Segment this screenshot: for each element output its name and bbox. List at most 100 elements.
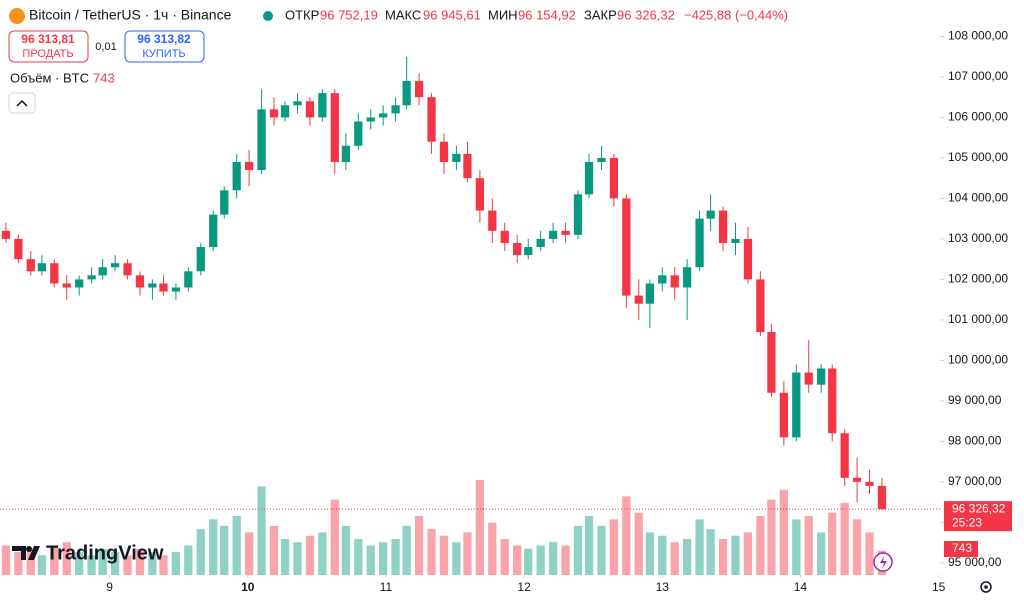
- x-tick-label: 10: [241, 580, 255, 594]
- buy-price: 96 313,82: [137, 32, 191, 46]
- volume-bar: [62, 542, 71, 575]
- volume-bar: [50, 545, 59, 575]
- candle-body: [500, 230, 509, 243]
- settings-button[interactable]: [980, 581, 992, 593]
- candle-body: [427, 97, 436, 142]
- candle-body: [767, 332, 776, 393]
- candle-body: [184, 271, 193, 288]
- ohlc-label: МАКС: [385, 7, 421, 22]
- volume-bar: [354, 538, 363, 575]
- ohlc-change: −425,88 (−0,44%): [684, 7, 788, 22]
- ohlc-label: ОТКР: [285, 7, 319, 22]
- candle-body: [779, 392, 788, 438]
- sell-button[interactable]: 96 313,81 ПРОДАТЬ: [8, 30, 89, 63]
- buy-button[interactable]: 96 313,82 КУПИТЬ: [124, 30, 205, 63]
- candle-body: [743, 238, 753, 280]
- volume-bar: [779, 489, 788, 575]
- volume-bar: [293, 542, 302, 575]
- candle-body: [658, 275, 667, 284]
- candle-body: [731, 238, 740, 243]
- candle-body: [50, 263, 59, 284]
- volume-bar: [743, 532, 753, 575]
- volume-bar: [402, 525, 411, 575]
- volume-bar: [414, 516, 424, 575]
- volume-bar: [548, 542, 558, 575]
- y-tick-label: 104 000,00: [948, 191, 1008, 205]
- volume-bar: [524, 548, 533, 575]
- candle-body: [414, 80, 424, 98]
- candle-body: [62, 283, 71, 288]
- symbol-title: Bitcoin / TetherUS · 1ч · Binance: [29, 7, 232, 23]
- candle-body: [135, 275, 145, 288]
- sell-price: 96 313,81: [21, 32, 75, 46]
- candle-body: [817, 368, 826, 385]
- status-dot: [263, 11, 273, 21]
- volume-bar: [269, 525, 279, 575]
- y-tick-label: 102 000,00: [948, 272, 1008, 286]
- ohlc-value: 96 326,32: [617, 7, 675, 22]
- candle-body: [475, 178, 485, 211]
- candle-body: [75, 279, 84, 288]
- candle-body: [609, 157, 619, 199]
- ohlc-label: МИН: [488, 7, 518, 22]
- volume-bar: [792, 519, 801, 575]
- candle-body: [670, 275, 679, 288]
- y-tick-label: 98 000,00: [948, 434, 1002, 448]
- candle-body: [622, 198, 631, 296]
- volume-bar: [123, 555, 132, 575]
- y-tick-label: 101 000,00: [948, 312, 1008, 326]
- coin-icon: [9, 8, 25, 24]
- candle-body: [695, 218, 704, 268]
- volume-bar: [500, 538, 509, 575]
- candle-body: [318, 93, 327, 118]
- volume-bar: [804, 516, 813, 575]
- volume-bar: [171, 552, 181, 575]
- volume-bar: [330, 499, 339, 575]
- candle-body: [584, 161, 594, 195]
- candle-body: [123, 263, 132, 276]
- candle-body: [756, 279, 765, 333]
- candle-body: [26, 259, 35, 272]
- volume-bar: [756, 516, 765, 575]
- candle-body: [524, 247, 533, 256]
- candle-body: [597, 157, 606, 162]
- candle-body: [330, 93, 339, 162]
- y-tick-label: 99 000,00: [948, 393, 1002, 407]
- candle-body: [561, 230, 570, 235]
- x-tick-label: 15: [932, 580, 946, 594]
- flash-button[interactable]: [873, 552, 893, 572]
- volume-bar: [305, 535, 315, 575]
- candle-body: [683, 267, 692, 288]
- volume-bar: [391, 538, 400, 575]
- y-tick-label: 108 000,00: [948, 29, 1008, 43]
- buy-label: КУПИТЬ: [142, 48, 185, 60]
- candle-body: [87, 275, 96, 280]
- candle-body: [379, 113, 388, 118]
- volume-bar: [439, 535, 449, 575]
- candle-body: [171, 287, 181, 292]
- collapse-button[interactable]: [8, 92, 36, 114]
- volume-bar: [463, 532, 472, 575]
- candle-body: [792, 372, 801, 438]
- candle-body: [718, 210, 728, 243]
- volume-bar: [828, 512, 837, 575]
- candle-body: [159, 283, 168, 292]
- candle-body: [877, 485, 887, 510]
- volume-bar: [561, 545, 570, 575]
- candle-body: [354, 121, 363, 146]
- volume-bar: [852, 519, 862, 575]
- volume-title: Объём · BTC: [10, 70, 89, 85]
- candle-body: [804, 372, 813, 385]
- x-tick-label: 9: [106, 580, 113, 594]
- volume-bar: [609, 519, 619, 575]
- volume-bar: [366, 545, 375, 575]
- logo: TradingView: [12, 542, 164, 564]
- candle-body: [232, 161, 241, 191]
- volume-bar: [318, 532, 327, 575]
- candle-body: [14, 238, 23, 260]
- candle-body: [257, 109, 266, 171]
- volume-bar: [75, 552, 84, 575]
- candle-body: [706, 210, 715, 219]
- x-tick-label: 12: [517, 580, 531, 594]
- volume-bar: [220, 525, 229, 575]
